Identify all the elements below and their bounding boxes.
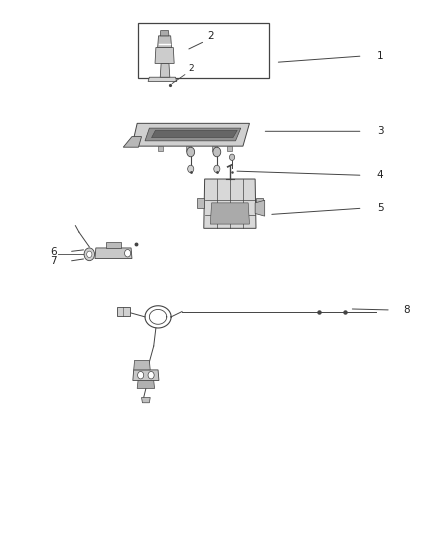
Polygon shape [197,198,204,208]
Bar [138,22,269,78]
Circle shape [187,165,194,173]
Bar [186,146,191,151]
Polygon shape [210,203,250,224]
Text: 2: 2 [207,31,214,41]
Polygon shape [158,36,172,47]
Text: 5: 5 [377,203,383,213]
Polygon shape [255,200,265,216]
Polygon shape [160,30,169,36]
Circle shape [138,372,144,379]
Polygon shape [133,370,159,381]
Polygon shape [95,248,132,259]
Polygon shape [117,308,130,316]
Text: 2: 2 [188,64,194,73]
Text: 1: 1 [377,51,383,61]
Polygon shape [148,77,177,82]
Circle shape [213,147,221,157]
Circle shape [230,154,235,160]
Circle shape [187,147,194,157]
Polygon shape [160,63,170,77]
Polygon shape [123,136,141,147]
Circle shape [84,248,95,261]
Bar [158,146,163,151]
Polygon shape [106,241,121,248]
Bar [227,146,233,151]
Polygon shape [145,128,241,141]
Circle shape [124,249,131,257]
Text: 8: 8 [403,305,410,315]
Polygon shape [137,381,155,389]
Polygon shape [155,47,174,63]
Polygon shape [141,398,150,403]
Circle shape [148,372,154,379]
Polygon shape [132,123,250,146]
Text: 7: 7 [50,256,57,266]
Text: 3: 3 [377,126,383,136]
Polygon shape [204,179,256,228]
Polygon shape [134,360,150,370]
Polygon shape [152,130,237,138]
Text: 4: 4 [377,171,383,180]
Text: 6: 6 [50,247,57,257]
Circle shape [214,165,220,173]
Bar [212,146,217,151]
Polygon shape [256,198,262,208]
Circle shape [87,251,92,257]
